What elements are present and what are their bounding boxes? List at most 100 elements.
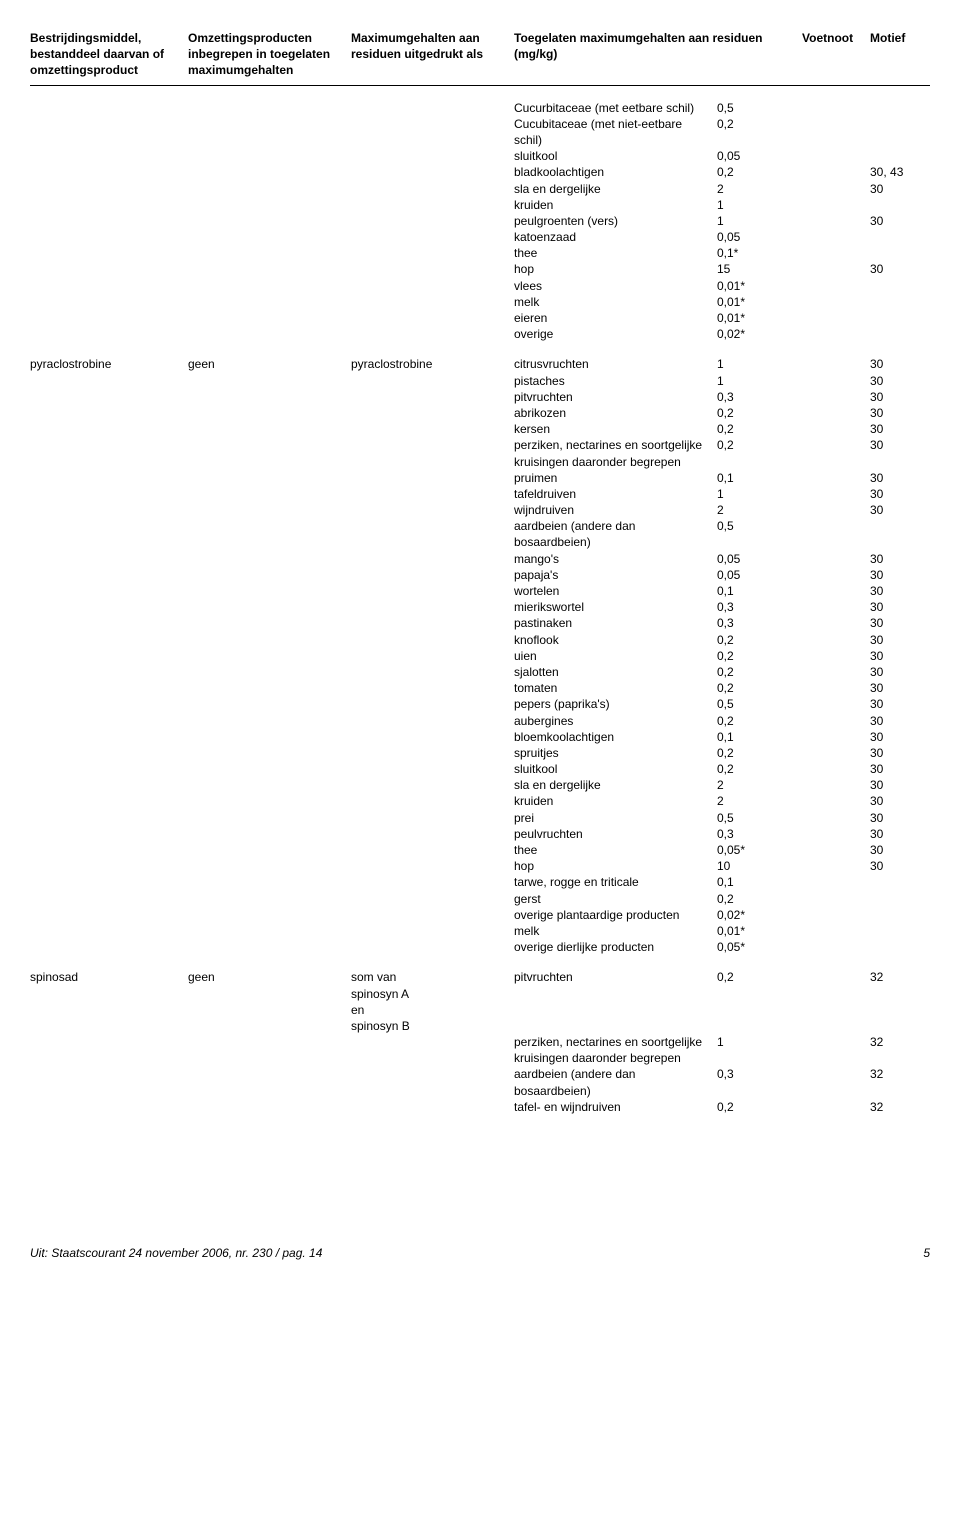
pesticide-cell [30, 680, 188, 696]
motif-cell [870, 245, 930, 261]
product-name: wijndruiven [514, 502, 717, 518]
product-name: Cucubitaceae (met niet-eetbare schil) [514, 116, 717, 148]
pesticide-cell [30, 116, 188, 148]
product-name: kersen [514, 421, 717, 437]
conversion-cell [188, 664, 351, 680]
footnote-cell [802, 1034, 870, 1066]
section-2: pyraclostrobinegeenpyraclostrobinecitrus… [30, 356, 930, 955]
conversion-cell [188, 181, 351, 197]
expressed-as-cell [351, 729, 514, 745]
residue-cell: sjalotten0,2 [514, 664, 802, 680]
motif-cell: 32 [870, 1034, 930, 1066]
motif-cell: 30 [870, 842, 930, 858]
residue-value: 0,2 [717, 745, 785, 761]
header-col3: Maximumgehalten aan residuen uitgedrukt … [351, 30, 514, 79]
expressed-as-cell [351, 389, 514, 405]
motif-cell: 30 [870, 745, 930, 761]
conversion-cell [188, 213, 351, 229]
expressed-as-cell [351, 164, 514, 180]
pesticide-cell [30, 842, 188, 858]
table-row: perziken, nectarines en soortgelijke kru… [30, 437, 930, 469]
residue-cell: overige plantaardige pro­ducten0,02* [514, 907, 802, 923]
conversion-cell [188, 389, 351, 405]
conversion-cell [188, 116, 351, 148]
expressed-as-cell [351, 923, 514, 939]
residue-value: 0,1* [717, 245, 785, 261]
residue-cell: pastinaken0,3 [514, 615, 802, 631]
footnote-cell [802, 891, 870, 907]
product-name: overige dierlijke producten [514, 939, 717, 955]
table-row: gerst0,2 [30, 891, 930, 907]
pesticide-cell [30, 923, 188, 939]
pesticide-cell [30, 502, 188, 518]
pesticide-cell [30, 551, 188, 567]
conversion-cell [188, 470, 351, 486]
expressed-as-cell [351, 713, 514, 729]
expressed-as-cell [351, 437, 514, 469]
motif-cell: 30 [870, 470, 930, 486]
conversion-cell [188, 777, 351, 793]
expressed-as-cell [351, 891, 514, 907]
conversion-cell [188, 858, 351, 874]
residue-cell: mierikswortel0,3 [514, 599, 802, 615]
residue-value: 0,01* [717, 278, 785, 294]
pesticide-cell [30, 245, 188, 261]
expressed-as-cell [351, 116, 514, 148]
residue-cell: tafeldruiven1 [514, 486, 802, 502]
conversion-cell [188, 615, 351, 631]
pesticide-cell [30, 486, 188, 502]
pesticide-cell [30, 615, 188, 631]
table-row: pastinaken0,330 [30, 615, 930, 631]
pesticide-cell [30, 405, 188, 421]
product-name: perziken, nectarines en soortgelijke kru… [514, 437, 717, 469]
table-row: hop1030 [30, 858, 930, 874]
product-name: peulgroenten (vers) [514, 213, 717, 229]
product-name: katoenzaad [514, 229, 717, 245]
pesticide-cell [30, 777, 188, 793]
conversion-cell [188, 437, 351, 469]
expressed-as-cell [351, 632, 514, 648]
table-row: tafeldruiven130 [30, 486, 930, 502]
motif-cell [870, 907, 930, 923]
table-row: tafel- en wijndruiven0,232 [30, 1099, 930, 1115]
product-name: prei [514, 810, 717, 826]
motif-cell: 30 [870, 729, 930, 745]
pesticide-cell [30, 373, 188, 389]
footnote-cell [802, 278, 870, 294]
footnote-cell [802, 294, 870, 310]
motif-cell [870, 939, 930, 955]
residue-cell: perziken, nectarines en soortgelijke kru… [514, 437, 802, 469]
table-row: perziken, nectarines en soortgelijke kru… [30, 1034, 930, 1066]
footnote-cell [802, 1099, 870, 1115]
conversion-cell [188, 1034, 351, 1066]
motif-cell: 32 [870, 1066, 930, 1098]
header-col5: Voet­noot [802, 30, 870, 79]
expressed-as-cell: pyraclostrobine [351, 356, 514, 372]
residue-value: 0,3 [717, 1066, 785, 1098]
expressed-as-cell [351, 793, 514, 809]
residue-value: 0,2 [717, 437, 785, 469]
table-row: pyraclostrobinegeenpyraclostrobinecitrus… [30, 356, 930, 372]
residue-cell: sla en dergelijke2 [514, 777, 802, 793]
residue-value: 0,1 [717, 874, 785, 890]
pesticide-cell [30, 891, 188, 907]
residue-value: 0,5 [717, 518, 785, 550]
motif-cell [870, 229, 930, 245]
expressed-as-cell [351, 680, 514, 696]
residue-value: 0,2 [717, 648, 785, 664]
table-row: vlees0,01* [30, 278, 930, 294]
pesticide-cell [30, 294, 188, 310]
table-row: melk0,01* [30, 923, 930, 939]
table-row: kruiden230 [30, 793, 930, 809]
product-name: mierikswortel [514, 599, 717, 615]
residue-cell: overige0,02* [514, 326, 802, 342]
pesticide-cell [30, 858, 188, 874]
conversion-cell [188, 793, 351, 809]
table-row: wijndruiven230 [30, 502, 930, 518]
header-col2: Omzettingsproducten inbegrepen in toegel… [188, 30, 351, 79]
conversion-cell: geen [188, 969, 351, 1034]
expressed-as-cell [351, 810, 514, 826]
product-name: bloemkoolachtigen [514, 729, 717, 745]
conversion-cell [188, 294, 351, 310]
motif-cell [870, 518, 930, 550]
